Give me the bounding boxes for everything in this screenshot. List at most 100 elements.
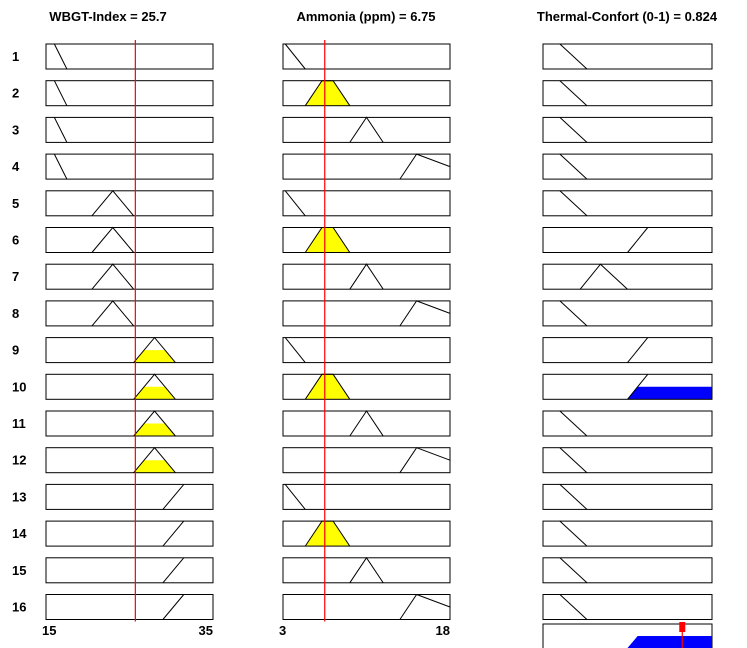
membership-function xyxy=(53,80,68,106)
rule-8-col-2 xyxy=(282,300,451,327)
rule-2-col-3 xyxy=(542,80,713,107)
membership-function xyxy=(559,80,588,107)
membership-function xyxy=(53,43,68,70)
rule-14-col-3 xyxy=(542,520,713,547)
rule-box xyxy=(45,300,214,327)
rule-box xyxy=(542,227,713,253)
membership-function xyxy=(53,153,68,180)
rule-9-col-2 xyxy=(282,337,451,364)
rule-5-col-2 xyxy=(282,190,451,217)
rule-label-10: 10 xyxy=(12,379,26,394)
rule-10-col-1 xyxy=(45,373,214,400)
membership-function xyxy=(399,593,451,620)
rule-box xyxy=(282,447,451,474)
activation-fill xyxy=(305,80,350,106)
rule-label-4: 4 xyxy=(12,159,20,174)
rule-13-col-3 xyxy=(542,483,713,510)
rule-box xyxy=(45,557,214,584)
membership-function xyxy=(559,43,588,70)
rule-box xyxy=(45,263,214,290)
rule-label-6: 6 xyxy=(12,233,19,248)
rule-label-14: 14 xyxy=(12,526,27,541)
aggregate-output-fill xyxy=(627,636,712,648)
rule-box xyxy=(45,153,214,180)
rule-1-col-2 xyxy=(282,43,451,70)
rule-11-col-3 xyxy=(542,410,713,437)
range-min-label: 15 xyxy=(42,623,56,638)
rule-box xyxy=(282,80,451,107)
rule-14-col-1 xyxy=(45,520,214,547)
column-title-1: WBGT-Index = 25.7 xyxy=(49,9,166,24)
membership-function xyxy=(559,153,588,180)
rule-label-7: 7 xyxy=(12,269,19,284)
rule-box xyxy=(45,337,214,364)
membership-function xyxy=(559,190,588,217)
activation-fill xyxy=(305,374,350,400)
rule-1-col-1 xyxy=(45,43,214,70)
rule-box xyxy=(542,447,713,474)
rule-8-col-3 xyxy=(542,300,713,327)
membership-function xyxy=(53,117,68,143)
rule-label-9: 9 xyxy=(12,343,19,358)
activation-fill xyxy=(305,521,350,547)
rule-box xyxy=(45,447,214,474)
membership-function xyxy=(559,300,588,327)
rule-box xyxy=(45,43,214,70)
range-min-label: 3 xyxy=(279,623,286,638)
rule-label-12: 12 xyxy=(12,453,26,468)
rule-8-col-1 xyxy=(45,300,214,327)
rule-7-col-2 xyxy=(282,263,451,290)
rule-label-13: 13 xyxy=(12,489,26,504)
membership-function xyxy=(91,300,135,327)
rule-15-col-3 xyxy=(542,557,713,584)
rule-label-3: 3 xyxy=(12,122,19,137)
rule-4-col-1 xyxy=(45,153,214,180)
rule-label-15: 15 xyxy=(12,563,26,578)
rule-label-16: 16 xyxy=(12,600,26,615)
membership-function xyxy=(349,116,384,143)
rule-box xyxy=(45,80,214,107)
membership-function xyxy=(559,410,588,437)
rule-box xyxy=(542,594,713,620)
membership-function xyxy=(162,557,185,584)
rule-box xyxy=(542,337,713,364)
membership-function xyxy=(559,557,588,584)
rule-box xyxy=(542,116,713,143)
rule-box xyxy=(45,373,214,400)
rule-7-col-1 xyxy=(45,263,214,290)
rule-box xyxy=(282,520,451,547)
activation-fill xyxy=(627,386,712,400)
membership-function xyxy=(559,117,588,143)
rule-3-col-1 xyxy=(45,116,214,143)
rule-14-col-2 xyxy=(282,520,451,547)
rule-box xyxy=(282,337,451,364)
activation-fill xyxy=(305,227,350,253)
rule-6-col-2 xyxy=(282,227,451,253)
rule-11-col-2 xyxy=(282,410,451,437)
rule-box xyxy=(282,263,451,290)
rule-box xyxy=(542,410,713,437)
membership-function xyxy=(399,153,451,180)
rule-box xyxy=(282,557,451,584)
column-title-2: Ammonia (ppm) = 6.75 xyxy=(296,9,435,24)
rule-12-col-1 xyxy=(45,446,214,474)
activation-fill xyxy=(133,386,176,400)
rule-2-col-1 xyxy=(45,80,214,107)
rule-box xyxy=(542,43,713,70)
rule-box xyxy=(282,594,451,620)
membership-function xyxy=(133,446,176,474)
membership-function xyxy=(284,190,306,217)
membership-function xyxy=(399,447,451,473)
membership-function xyxy=(162,520,185,547)
membership-function xyxy=(399,300,451,327)
rule-10-col-3 xyxy=(542,373,713,400)
rule-box xyxy=(282,190,451,217)
membership-function xyxy=(304,373,351,400)
rule-11-col-1 xyxy=(45,410,214,437)
rule-box xyxy=(45,190,214,217)
membership-function xyxy=(284,43,306,70)
membership-function xyxy=(559,520,588,547)
rule-box xyxy=(282,116,451,143)
rule-box xyxy=(542,300,713,327)
